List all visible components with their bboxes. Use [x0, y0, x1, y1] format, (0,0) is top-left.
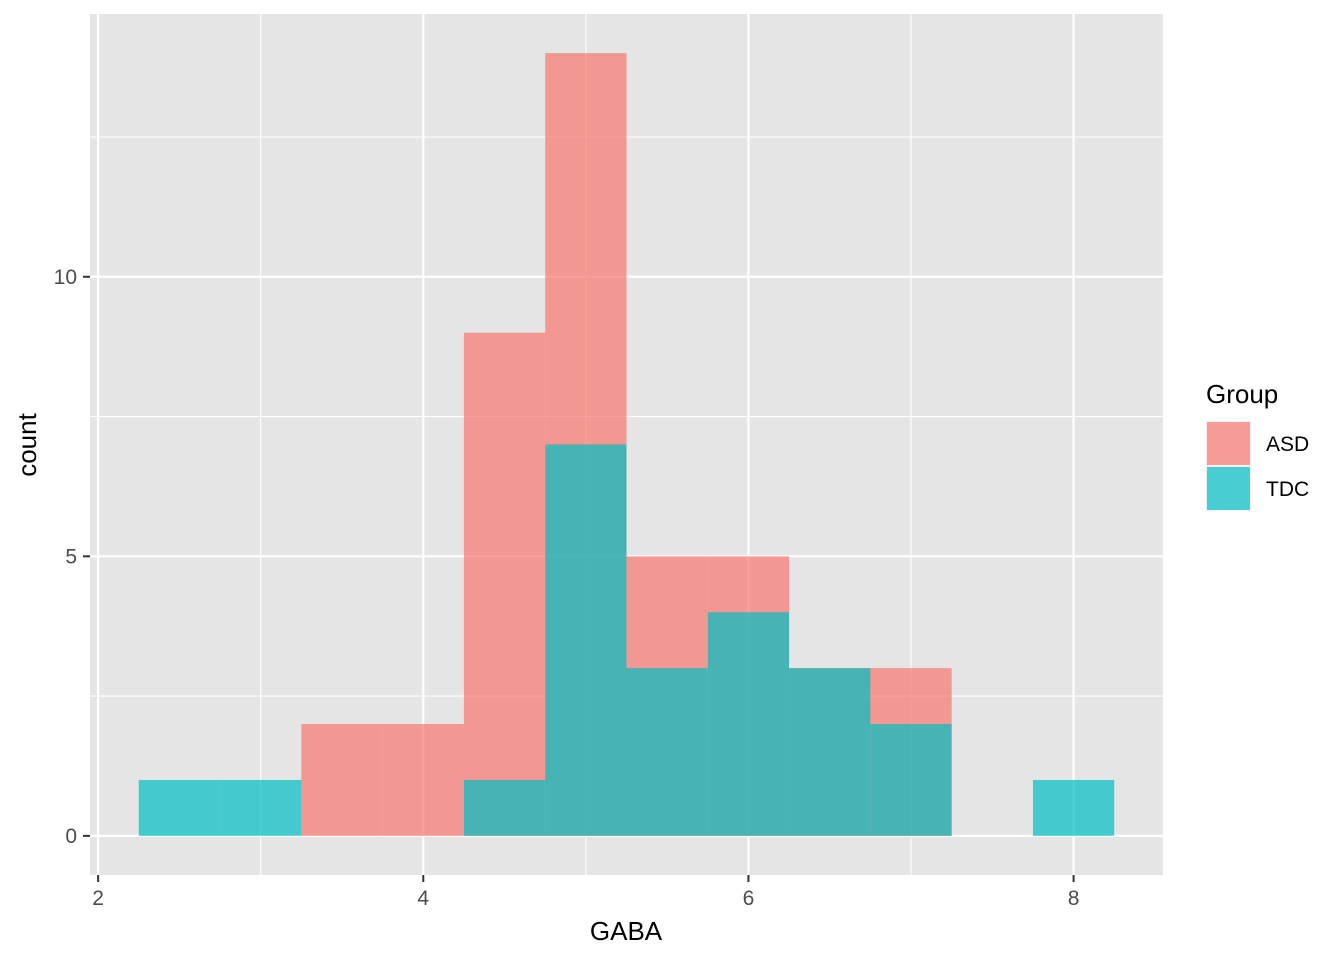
x-tick-label: 6: [743, 887, 755, 910]
bar-tdc: [707, 612, 790, 836]
axes: 2 4 6 8 0 5 10: [54, 266, 1080, 910]
x-tick-label: 4: [417, 887, 429, 910]
y-tick-label: 10: [54, 266, 77, 289]
legend: Group ASD TDC: [1206, 379, 1309, 511]
legend-keys: ASD TDC: [1206, 421, 1309, 511]
legend-label: ASD: [1266, 433, 1309, 456]
x-tick-label: 8: [1068, 887, 1080, 910]
legend-swatch-tdc: [1207, 467, 1250, 510]
bar-tdc: [626, 668, 708, 836]
legend-label: TDC: [1266, 478, 1309, 501]
histogram-bars: [138, 53, 1115, 836]
y-tick-label: 5: [65, 545, 77, 568]
bar-tdc: [870, 724, 952, 836]
y-tick-label: 0: [65, 825, 77, 848]
bar-tdc: [789, 668, 871, 836]
bar-asd: [463, 332, 546, 836]
bar-tdc: [545, 444, 627, 836]
x-axis-label: GABA: [590, 916, 663, 946]
bar-asd: [301, 724, 383, 836]
legend-title: Group: [1206, 379, 1278, 409]
legend-swatch-asd: [1207, 422, 1250, 465]
bar-tdc: [220, 779, 302, 836]
bar-tdc: [1032, 779, 1115, 836]
bar-asd: [382, 724, 464, 836]
y-axis-label: count: [12, 412, 42, 476]
x-tick-label: 2: [92, 887, 104, 910]
bar-tdc: [138, 779, 221, 836]
bar-tdc: [463, 779, 546, 836]
